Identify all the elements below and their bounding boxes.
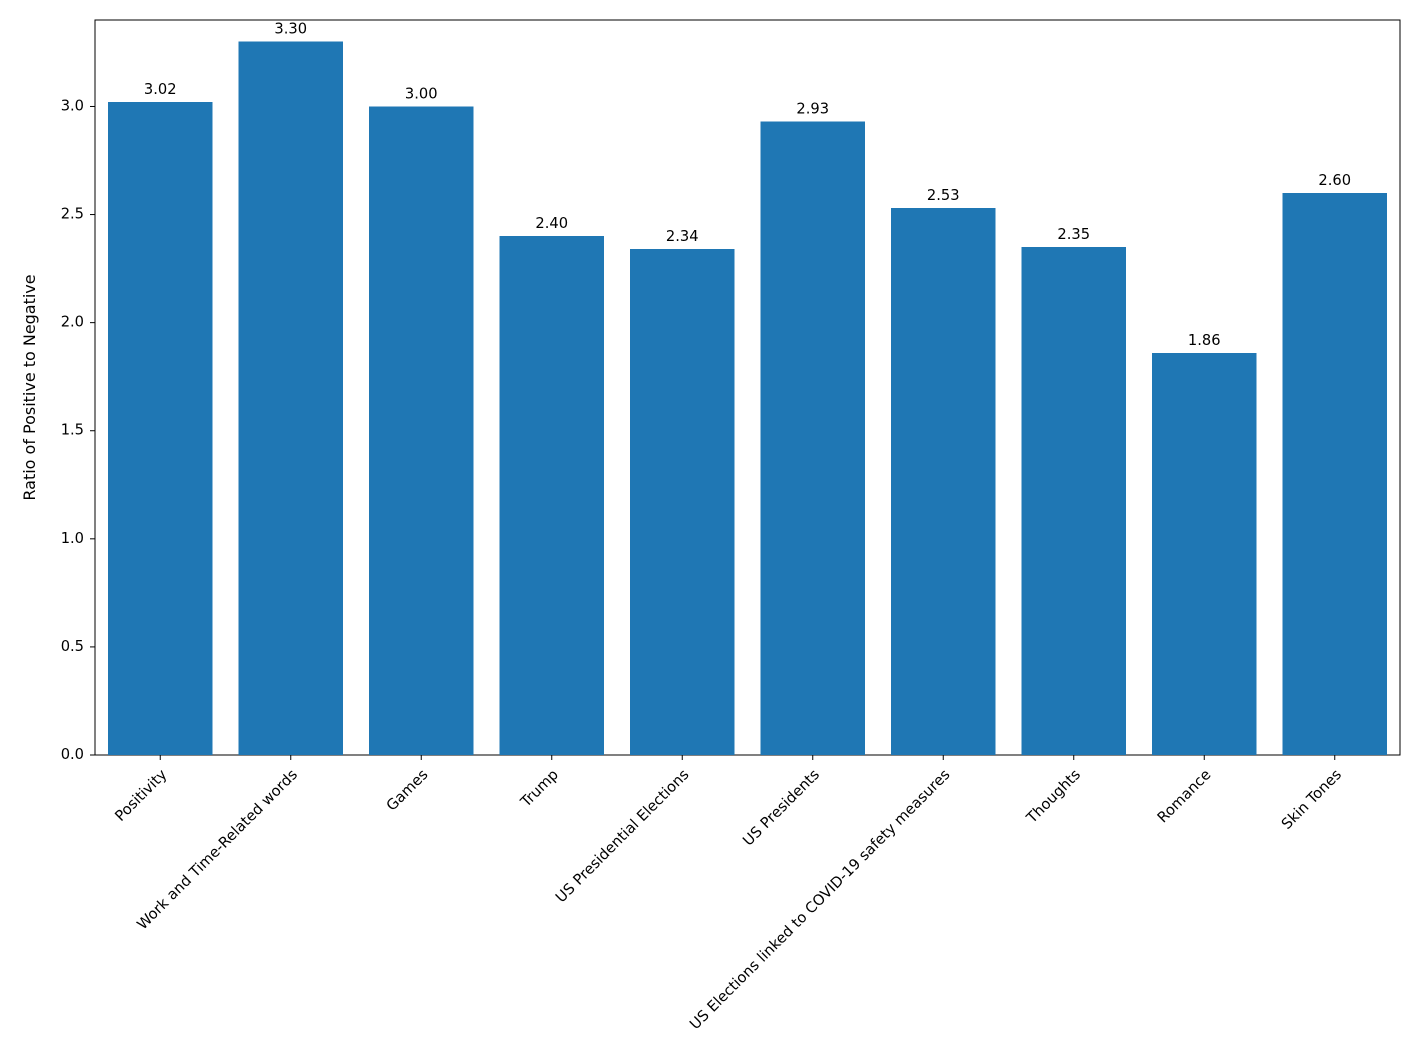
bar [1152, 353, 1256, 755]
bar [239, 42, 343, 755]
bar [1022, 247, 1126, 755]
chart-svg: 0.0 0.5 1.0 1.5 2.0 2.5 3.0 Ratio of Positive t… [0, 0, 1422, 1060]
bar-value-label: 1.86 [1188, 332, 1221, 349]
bar [369, 106, 473, 755]
bar-value-label: 2.40 [535, 215, 568, 232]
bar-value-label: 3.30 [274, 21, 307, 38]
bar-value-label: 2.60 [1318, 172, 1351, 189]
bar [1283, 193, 1387, 755]
y-tick-label: 0.5 [61, 638, 84, 655]
y-tick-label: 2.0 [61, 314, 84, 331]
bar-value-label: 2.93 [796, 101, 829, 118]
bar [108, 102, 212, 755]
y-tick-label: 1.0 [61, 530, 84, 547]
bar [500, 236, 604, 755]
bar [891, 208, 995, 755]
y-tick-label: 2.5 [61, 206, 84, 223]
y-tick-label: 1.5 [61, 422, 84, 439]
bar-value-label: 2.35 [1057, 226, 1090, 243]
bar-value-label: 3.02 [144, 81, 177, 98]
bar [630, 249, 734, 755]
y-axis-label: Ratio of Positive to Negative [20, 274, 39, 500]
y-tick-label: 0.0 [61, 746, 84, 763]
bar-value-label: 2.34 [666, 228, 699, 245]
bar-value-label: 2.53 [927, 187, 960, 204]
bar-chart: 0.0 0.5 1.0 1.5 2.0 2.5 3.0 Ratio of Positive t… [0, 0, 1422, 1060]
bar-value-label: 3.00 [405, 85, 438, 102]
y-tick-label: 3.0 [61, 97, 84, 114]
bar [761, 122, 865, 755]
